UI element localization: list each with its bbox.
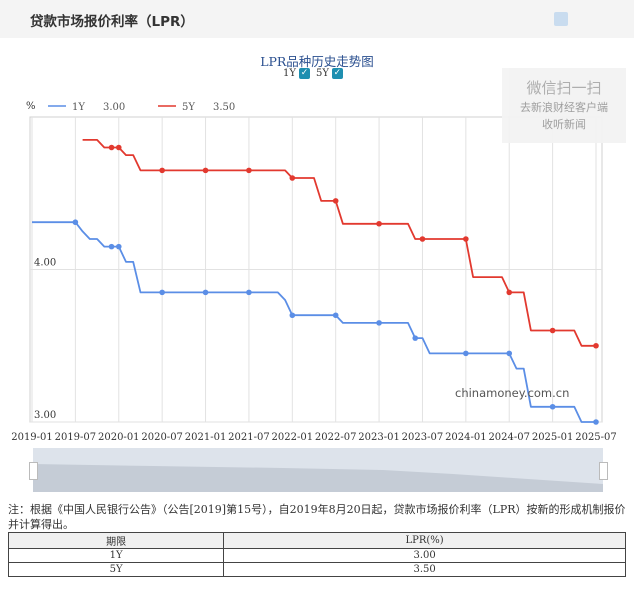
toggle-5y[interactable]: 5Y ✓: [316, 68, 343, 79]
x-tick-label: 2022-07: [315, 432, 357, 443]
checkbox-checked-icon[interactable]: ✓: [331, 68, 343, 79]
data-point-5y: [115, 144, 122, 151]
x-tick-label: 2025-01: [532, 432, 574, 443]
x-tick-label: 2022-01: [272, 432, 314, 443]
chart-title: LPR品种历史走势图: [260, 54, 374, 69]
checkbox-checked-icon[interactable]: ✓: [298, 68, 310, 79]
legend-value: 3.50: [213, 102, 235, 113]
x-tick-label: 2024-01: [445, 432, 487, 443]
data-point-5y: [463, 236, 469, 242]
lpr-table: 期限 LPR(%) 1Y 3.00 5Y 3.50: [7, 532, 626, 577]
chart-axes: 4.003.00%2019-01 2019-07 2020-01 2020-07 202…: [11, 101, 617, 443]
y-tick-label: 4.00: [34, 258, 56, 269]
slider-right-handle[interactable]: [599, 462, 608, 480]
data-point-1y: [463, 350, 469, 357]
table-cell: 3.00: [223, 548, 626, 563]
chart-series: [32, 139, 599, 425]
table-header-cell: LPR(%): [223, 532, 626, 549]
data-point-5y: [376, 220, 382, 227]
chart-grid: [29, 116, 603, 423]
x-tick-label: 2019-07: [55, 432, 97, 443]
data-point-5y: [246, 167, 252, 174]
x-tick-label: 2020-01: [98, 432, 140, 443]
data-point-5y: [108, 144, 115, 151]
wechat-line3: 收听新闻: [542, 118, 586, 131]
data-point-1y: [593, 419, 599, 425]
toggle-5y-label: 5Y: [315, 68, 329, 79]
data-point-1y: [202, 289, 209, 296]
slider-left-handle[interactable]: [29, 462, 38, 480]
table-row: 1Y 3.00: [7, 548, 626, 563]
page-title: 贷款市场报价利率（LPR）: [30, 14, 194, 30]
table-cell: 3.50: [223, 562, 626, 577]
data-point-5y: [506, 289, 513, 296]
data-point-1y: [506, 350, 513, 357]
watermark: chinamoney.com.cn: [455, 386, 569, 400]
wechat-line2: 去新浪财经客户端: [520, 101, 608, 114]
data-point-1y: [246, 289, 252, 296]
x-tick-label: 2019-01: [11, 432, 53, 443]
data-point-1y: [72, 219, 79, 226]
data-point-1y: [376, 320, 382, 326]
wechat-title: 微信扫一扫: [526, 79, 602, 97]
table-row: 5Y 3.50: [7, 562, 626, 577]
data-point-5y: [159, 167, 165, 174]
table-header-row: 期限 LPR(%): [7, 532, 626, 549]
data-point-5y: [202, 167, 209, 174]
legend-name: 1Y: [72, 102, 85, 113]
series-toggles: 1Y ✓ 5Y ✓: [283, 68, 343, 79]
data-point-1y: [332, 312, 339, 319]
data-point-1y: [549, 403, 556, 410]
header-bar: 贷款市场报价利率（LPR）: [0, 0, 634, 38]
y-axis-label: %: [26, 101, 36, 112]
legend-value: 3.00: [103, 102, 125, 113]
x-tick-label: 2023-01: [358, 432, 400, 443]
chart-legend: 1Y 3.00 5Y 3.50: [48, 102, 235, 113]
y-tick-label: 3.00: [34, 410, 56, 421]
data-point-1y: [115, 243, 122, 250]
data-point-5y: [419, 236, 426, 242]
slider-preview: [33, 464, 603, 492]
data-point-1y: [289, 312, 296, 319]
lpr-line-chart: 4.003.00%2019-01 2019-07 2020-01 2020-07 202…: [11, 101, 617, 443]
data-point-5y: [289, 175, 296, 181]
table-header-cell: 期限: [7, 532, 225, 549]
x-tick-label: 2021-01: [185, 432, 227, 443]
toggle-1y[interactable]: 1Y ✓: [283, 68, 310, 79]
data-point-1y: [412, 335, 419, 341]
legend-name: 5Y: [182, 102, 195, 113]
data-point-1y: [108, 243, 115, 250]
table-cell: 5Y: [7, 562, 225, 577]
time-range-slider[interactable]: [29, 448, 608, 492]
footnote: 注：根据《中国人民银行公告》（公告[2019]第15号），自2019年8月20日…: [8, 503, 626, 531]
x-tick-label: 2024-07: [488, 432, 530, 443]
x-tick-label: 2023-07: [402, 432, 444, 443]
series-line-1y: [32, 221, 596, 423]
x-tick-label: 2020-07: [141, 432, 183, 443]
x-tick-label: 2021-07: [228, 432, 270, 443]
share-icon[interactable]: [554, 12, 568, 26]
data-point-1y: [159, 289, 165, 296]
wechat-qr-overlay[interactable]: 微信扫一扫 去新浪财经客户端 收听新闻: [502, 68, 626, 143]
toggle-1y-label: 1Y: [283, 68, 296, 79]
data-point-5y: [549, 327, 556, 334]
x-tick-label: 2025-07: [575, 432, 617, 443]
data-point-5y: [332, 198, 339, 204]
table-cell: 1Y: [7, 548, 225, 563]
data-point-5y: [593, 342, 599, 349]
